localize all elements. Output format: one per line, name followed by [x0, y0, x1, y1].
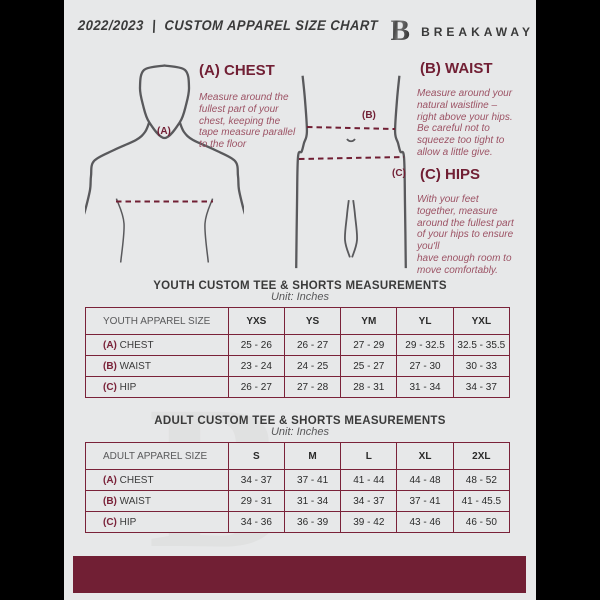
svg-text:B: B: [391, 17, 410, 47]
